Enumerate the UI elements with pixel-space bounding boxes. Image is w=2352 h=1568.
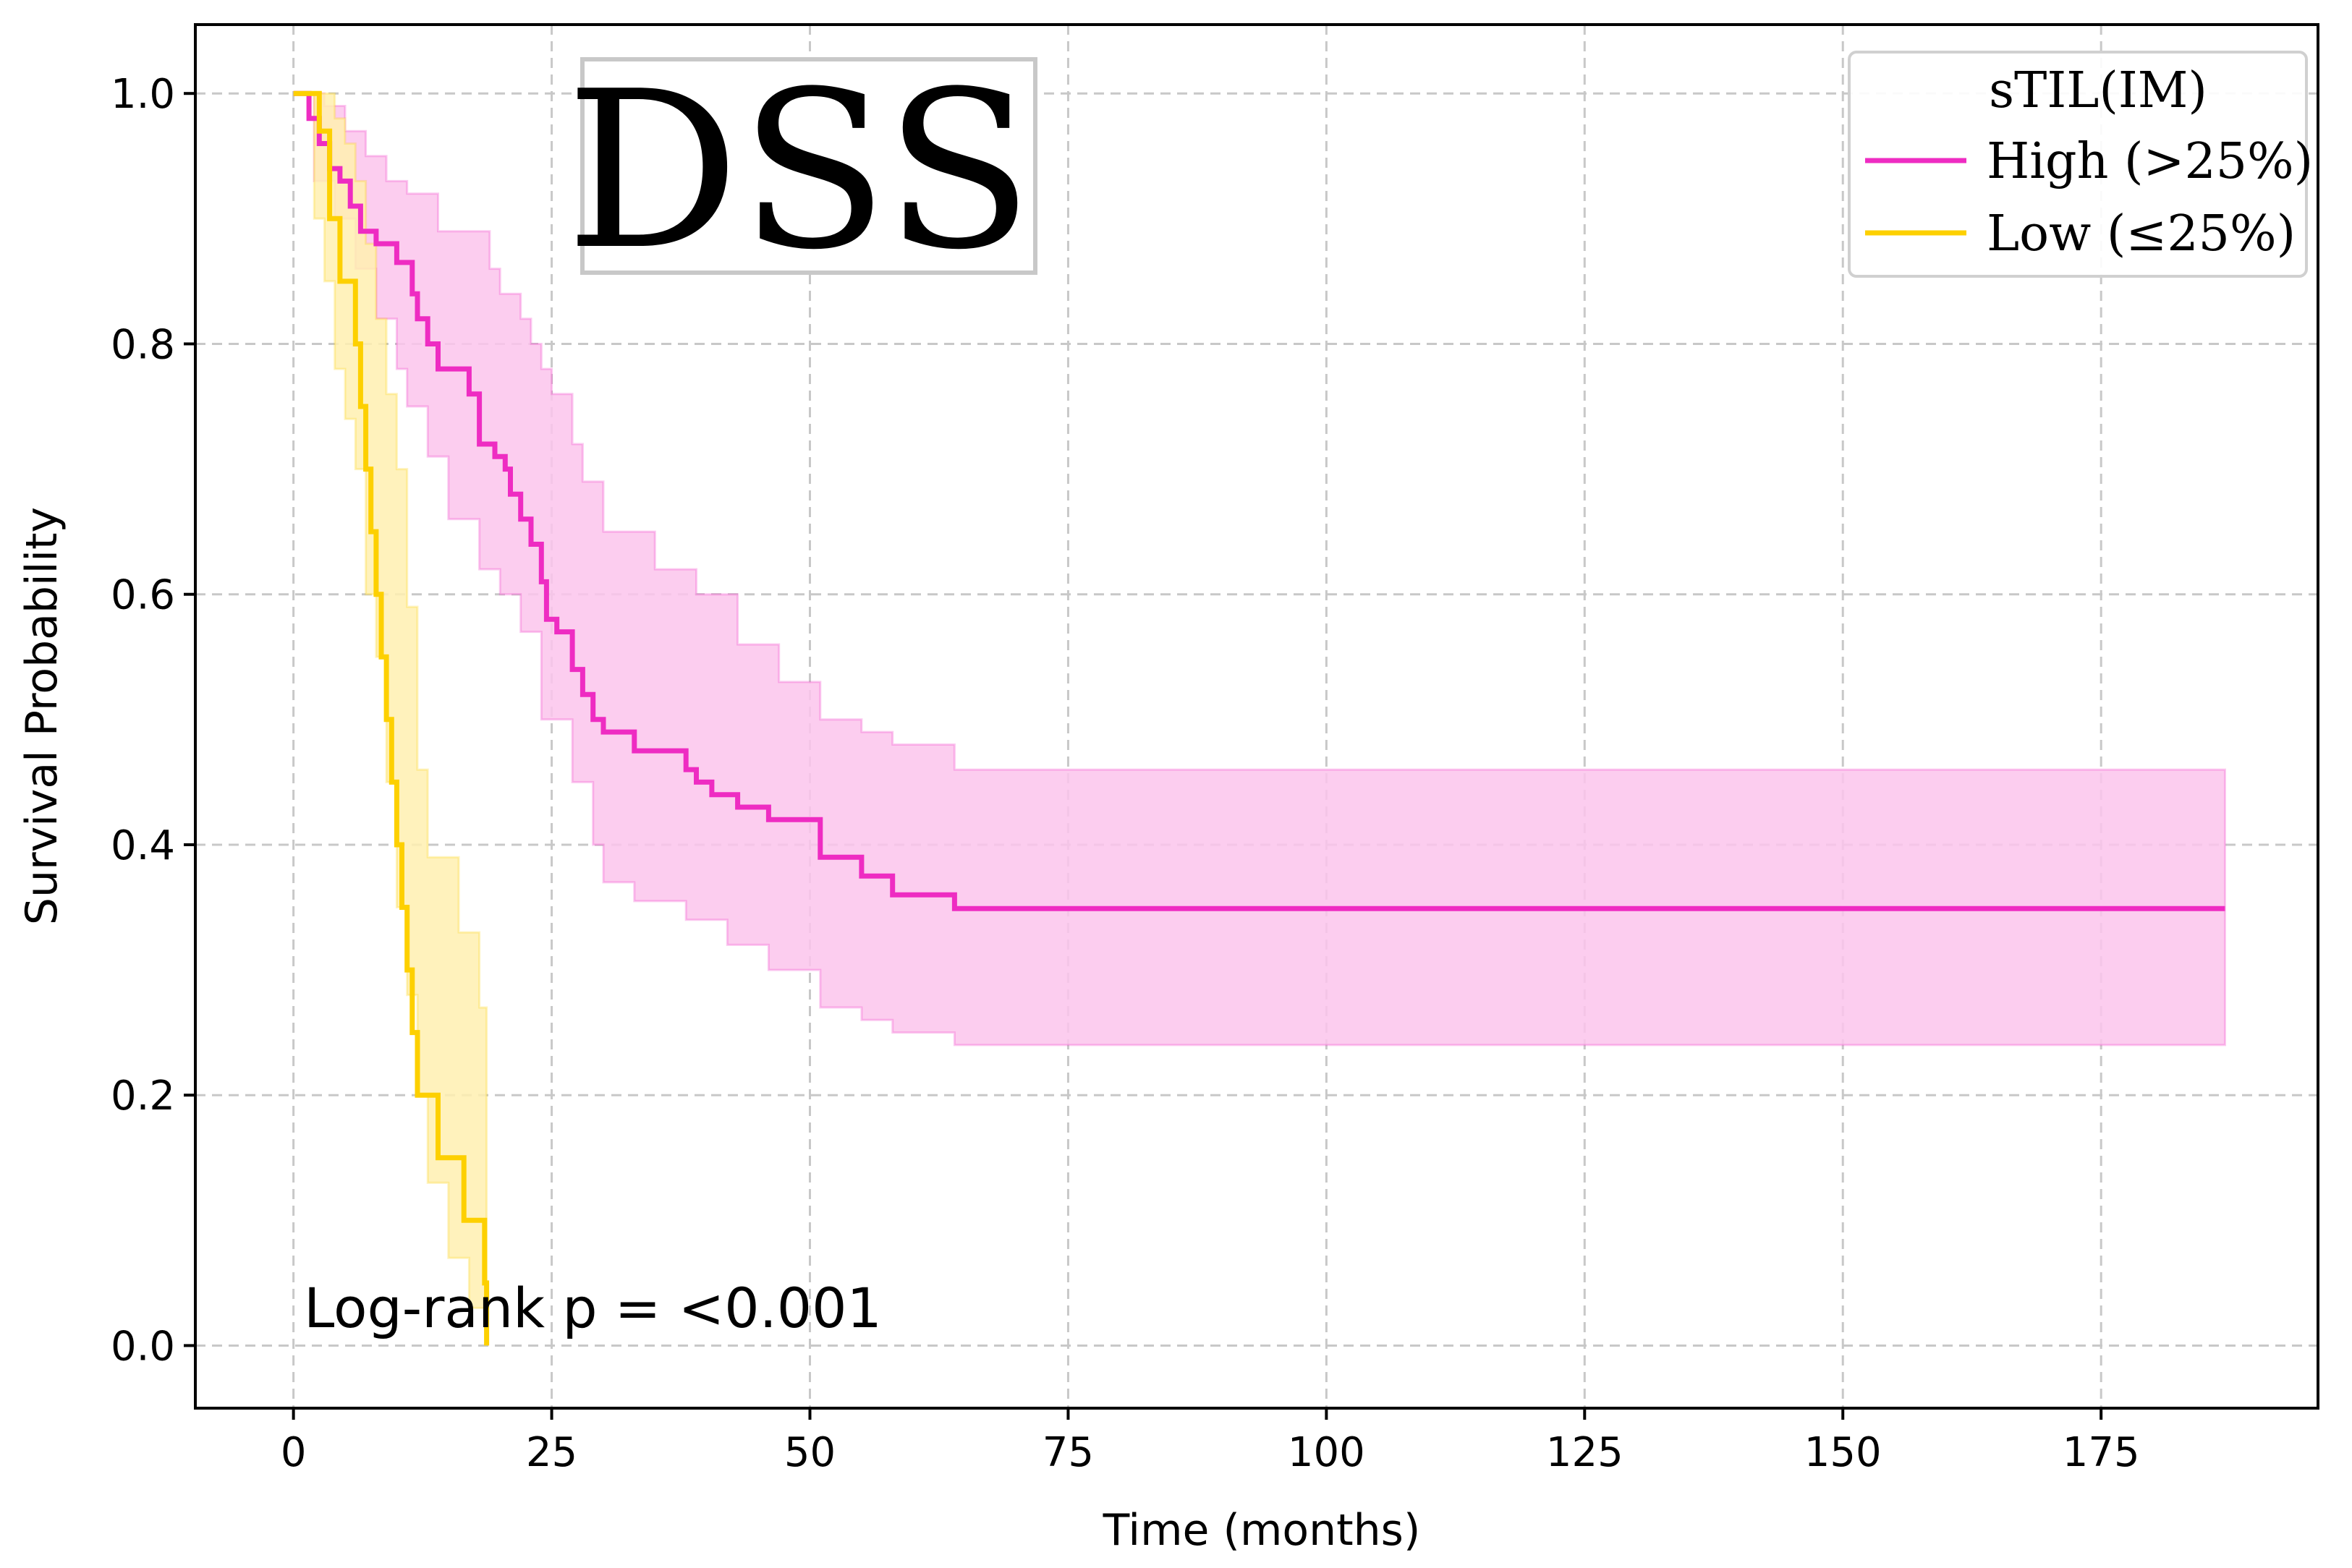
x-axis-ticks: 0 25 50 75 100 125 150 175 [281, 1408, 2140, 1476]
x-axis-label: Time (months) [1103, 1505, 1421, 1556]
x-tick-label: 25 [526, 1429, 577, 1476]
x-tick-label: 100 [1288, 1429, 1365, 1476]
y-tick-label: 0.2 [111, 1073, 175, 1120]
legend-title: sTIL(IM) [1989, 62, 2207, 119]
legend-label-low: Low (≤25%) [1987, 205, 2296, 263]
survival-curves [293, 90, 2225, 1346]
y-tick-label: 0.0 [111, 1323, 175, 1370]
y-tick-label: 1.0 [111, 71, 175, 118]
legend-label-high: High (>25%) [1987, 133, 2313, 190]
y-tick-label: 0.6 [111, 572, 175, 619]
x-tick-label: 175 [2063, 1429, 2140, 1476]
y-axis-label: Survival Probability [17, 507, 67, 925]
x-tick-label: 125 [1546, 1429, 1623, 1476]
y-tick-label: 0.8 [111, 321, 175, 368]
survival-curve-low [293, 90, 490, 1346]
survival-curve-high [293, 90, 2225, 911]
legend-box [1848, 51, 2308, 278]
legend: sTIL(IM) High (>25%) Low (≤25%) [1848, 51, 2313, 278]
chart-title: DSS [566, 45, 1033, 297]
logrank-annotation: Log-rank p = <0.001 [304, 1276, 882, 1340]
x-tick-label: 0 [281, 1429, 307, 1476]
y-tick-label: 0.4 [111, 822, 175, 869]
y-axis-ticks: 0.0 0.2 0.4 0.6 0.8 1.0 [111, 71, 195, 1370]
title-box [580, 57, 1037, 275]
plot-frame [194, 23, 2319, 1410]
x-tick-label: 50 [784, 1429, 836, 1476]
x-tick-label: 150 [1804, 1429, 1882, 1476]
x-tick-label: 75 [1043, 1429, 1094, 1476]
